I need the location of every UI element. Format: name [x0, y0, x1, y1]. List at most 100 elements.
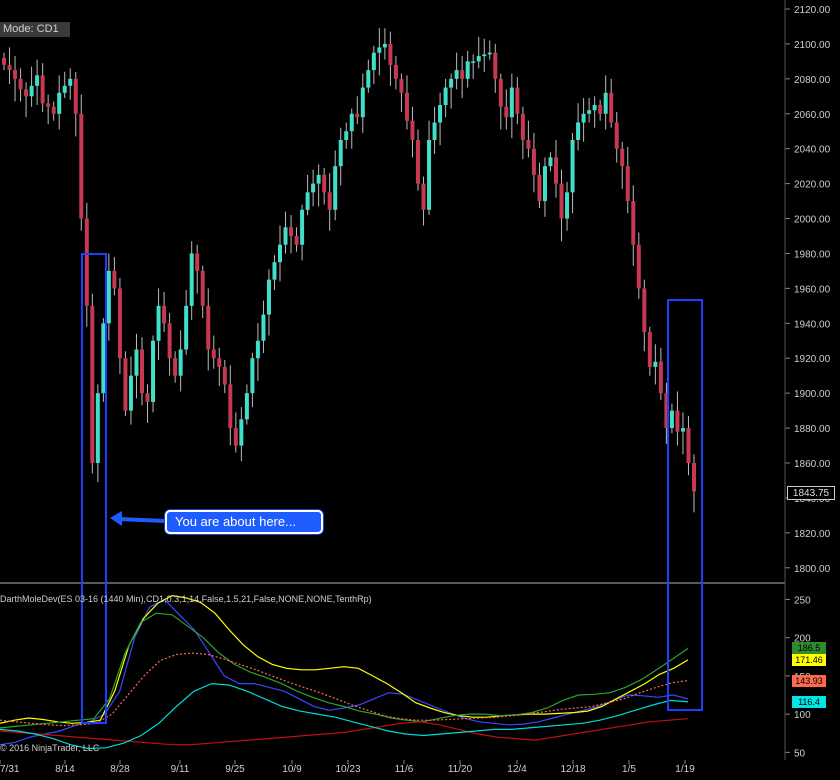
candle-down — [73, 78, 78, 114]
candle-down — [2, 57, 6, 65]
candle-down — [79, 113, 84, 219]
date-tick-label: 1/19 — [675, 764, 695, 775]
date-tick-label: 11/6 — [395, 764, 414, 775]
candle-down — [200, 270, 205, 306]
candle-up — [255, 340, 260, 359]
annotation-callout: You are about here... — [165, 510, 323, 534]
indicator-line — [0, 718, 689, 746]
indicator-value-badge: 186.5 — [792, 642, 826, 654]
candle-down — [40, 75, 45, 104]
candle-up — [151, 340, 156, 402]
candle-down — [289, 227, 294, 236]
price-tick-label: 2060.00 — [794, 110, 831, 121]
candle-up — [316, 174, 321, 184]
price-tick-label: 2100.00 — [794, 40, 831, 51]
current-price-badge: 1843.75 — [787, 486, 835, 500]
price-tick-label: 1920.00 — [794, 354, 831, 365]
price-tick-label: 1940.00 — [794, 319, 831, 330]
candle-down — [664, 393, 669, 429]
candle-up — [360, 87, 365, 118]
candle-up — [509, 87, 514, 118]
candle-up — [482, 54, 487, 57]
candle-up — [272, 262, 277, 280]
candle-down — [228, 384, 233, 429]
candle-down — [559, 183, 564, 219]
candle-down — [636, 244, 641, 289]
candle-up — [35, 75, 40, 86]
candle-up — [261, 314, 266, 341]
indicator-value-badge: 171.46 — [792, 653, 826, 666]
candle-up — [449, 78, 454, 88]
price-tick-label: 1820.00 — [794, 529, 831, 540]
indicator-line — [0, 652, 689, 727]
candle-down — [222, 366, 227, 385]
candle-up — [548, 157, 553, 167]
candle-up — [427, 139, 432, 210]
candle-up — [178, 349, 183, 376]
candle-down — [515, 87, 520, 114]
date-tick-label: 7/31 — [0, 764, 20, 775]
date-tick-label: 8/14 — [55, 764, 75, 775]
candle-up — [432, 122, 437, 140]
candle-up — [62, 85, 67, 93]
candle-up — [476, 56, 481, 62]
candle-up — [134, 349, 139, 376]
candle-up — [29, 85, 34, 97]
indicator-line — [0, 594, 689, 724]
indicator-tick-label: 50 — [794, 748, 806, 759]
candle-up — [57, 92, 62, 114]
price-tick-label: 2000.00 — [794, 215, 831, 226]
candle-down — [686, 428, 691, 464]
candle-up — [184, 305, 189, 350]
candle-down — [51, 106, 56, 114]
indicator-lines — [0, 594, 689, 750]
candle-up — [438, 105, 443, 123]
candle-up — [443, 87, 448, 106]
candle-up — [95, 393, 100, 464]
candle-up — [587, 110, 592, 114]
candle-down — [294, 235, 299, 245]
price-tick-label: 1880.00 — [794, 424, 831, 435]
candle-up — [576, 122, 581, 140]
price-axis: 2120.00 2100.00 2080.00 2060.00 2040.00 2020.… — [785, 5, 831, 575]
candle-down — [404, 92, 409, 121]
candle-up — [338, 139, 343, 167]
candle-down — [537, 174, 542, 202]
candle-up — [542, 166, 547, 202]
date-tick-label: 10/9 — [282, 764, 302, 775]
price-tick-label: 1980.00 — [794, 249, 831, 260]
candle-down — [520, 113, 525, 140]
candle-down — [84, 218, 89, 306]
candle-down — [217, 358, 222, 367]
candle-up — [454, 70, 459, 79]
candle-down — [167, 323, 172, 359]
candle-down — [460, 70, 465, 79]
candle-down — [322, 174, 327, 193]
candle-up — [283, 227, 288, 245]
candle-down — [233, 428, 238, 446]
price-tick-label: 1900.00 — [794, 389, 831, 400]
candle-down — [13, 70, 18, 79]
date-tick-label: 10/23 — [335, 764, 360, 775]
date-tick-label: 9/25 — [225, 764, 245, 775]
price-candles — [2, 28, 696, 513]
candle-up — [465, 61, 470, 79]
candle-down — [410, 120, 415, 140]
candle-down — [211, 349, 216, 359]
candle-up — [300, 209, 305, 245]
indicator-line — [0, 612, 689, 729]
candle-down — [416, 139, 420, 184]
candle-down — [399, 78, 404, 93]
highlight-box-right — [667, 299, 703, 711]
candle-up — [565, 192, 570, 219]
mode-label[interactable]: Mode: CD1 — [0, 22, 70, 37]
price-tick-label: 1860.00 — [794, 459, 831, 470]
candle-down — [598, 105, 603, 114]
date-axis: 7/31 8/14 8/28 9/11 9/25 10/9 10/23 11/6 11/20 12… — [0, 760, 695, 775]
indicator-tick-label: 100 — [794, 710, 811, 721]
candle-up — [581, 113, 586, 123]
date-tick-label: 12/18 — [560, 764, 585, 775]
candle-down — [46, 103, 51, 107]
